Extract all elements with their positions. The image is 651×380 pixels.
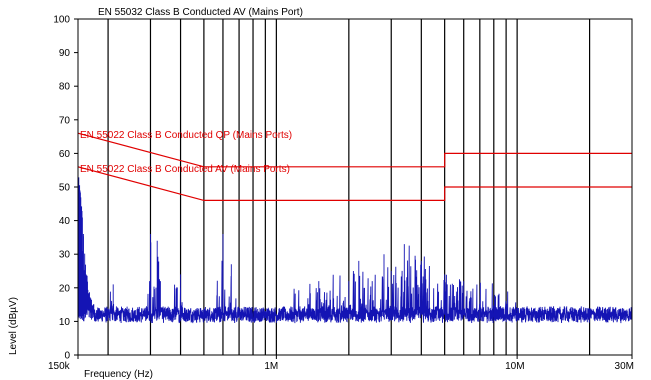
y-tick-label: 70 (59, 115, 71, 126)
y-tick-label: 30 (59, 250, 71, 261)
chart-title: EN 55032 Class B Conducted AV (Mains Por… (98, 7, 303, 18)
y-tick-label: 80 (59, 82, 71, 93)
limit-line (77, 166, 632, 201)
spectrum-line (77, 170, 633, 324)
limit-lines (77, 132, 632, 201)
y-tick-label: 20 (59, 283, 71, 294)
y-tick-label: 0 (64, 351, 70, 362)
x-tick-label: 10M (505, 361, 524, 372)
spectrum-trace (77, 170, 633, 324)
y-tick-label: 40 (59, 216, 71, 227)
y-tick-label: 90 (59, 48, 71, 59)
y-axis-label: Level (dBµV) (8, 297, 19, 355)
limit-labels: EN 55022 Class B Conducted QP (Mains Por… (80, 130, 292, 175)
x-axis-label: Frequency (Hz) (84, 369, 153, 380)
limit-line (77, 132, 632, 168)
x-tick-label: 1M (264, 361, 278, 372)
y-tick-label: 60 (59, 149, 71, 160)
limit-line-label: EN 55022 Class B Conducted AV (Mains Por… (80, 164, 290, 175)
x-tick-label: 30M (615, 361, 634, 372)
x-axis-ticks: 150k 1M 10M 30M (48, 355, 634, 372)
y-tick-label: 100 (53, 15, 70, 26)
y-tick-label: 10 (59, 317, 71, 328)
limit-line-label: EN 55022 Class B Conducted QP (Mains Por… (80, 130, 292, 141)
y-tick-label: 50 (59, 183, 71, 194)
x-tick-label: 150k (48, 361, 71, 372)
y-axis-ticks: 0 10 20 30 40 50 60 70 80 90 100 (53, 15, 78, 362)
